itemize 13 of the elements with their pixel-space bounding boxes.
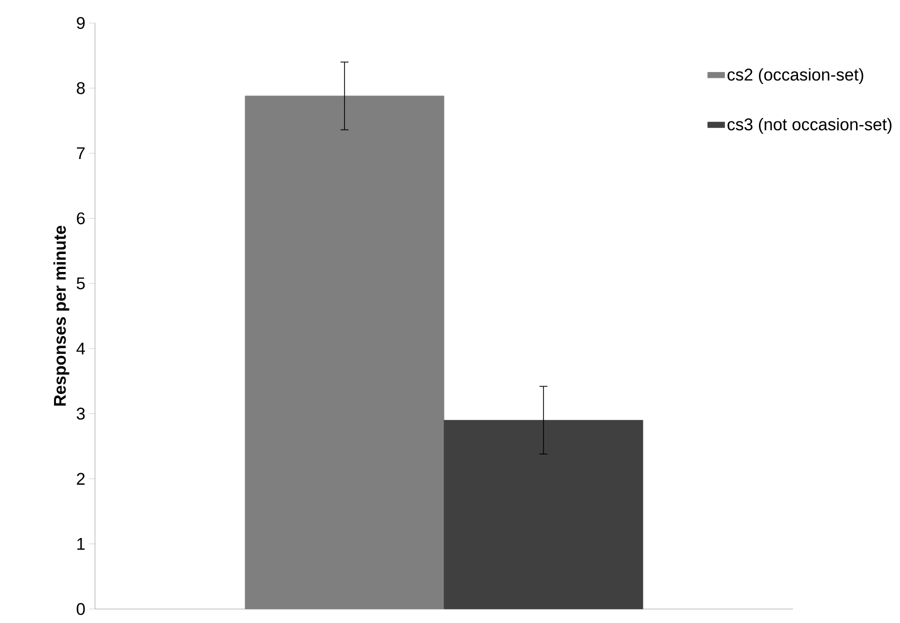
y-tick-label: 1 xyxy=(77,538,85,550)
y-tick-label: 0 xyxy=(76,603,85,615)
y-tick-label: 4 xyxy=(76,342,85,354)
y-tick-label: 7 xyxy=(76,147,85,160)
y-tick-label: 9 xyxy=(76,17,85,29)
y-tick-label: 3 xyxy=(76,408,85,420)
y-tick-label: 2 xyxy=(76,472,85,485)
y-axis-title: Responses per minute xyxy=(53,226,70,406)
y-tick-label: 8 xyxy=(76,82,85,94)
legend-label: cs3 (not occasion-set) xyxy=(728,118,892,134)
legend-label: cs2 (occasion-set) xyxy=(728,68,864,84)
y-tick-label: 5 xyxy=(76,278,85,290)
y-tick-label: 6 xyxy=(76,212,85,224)
